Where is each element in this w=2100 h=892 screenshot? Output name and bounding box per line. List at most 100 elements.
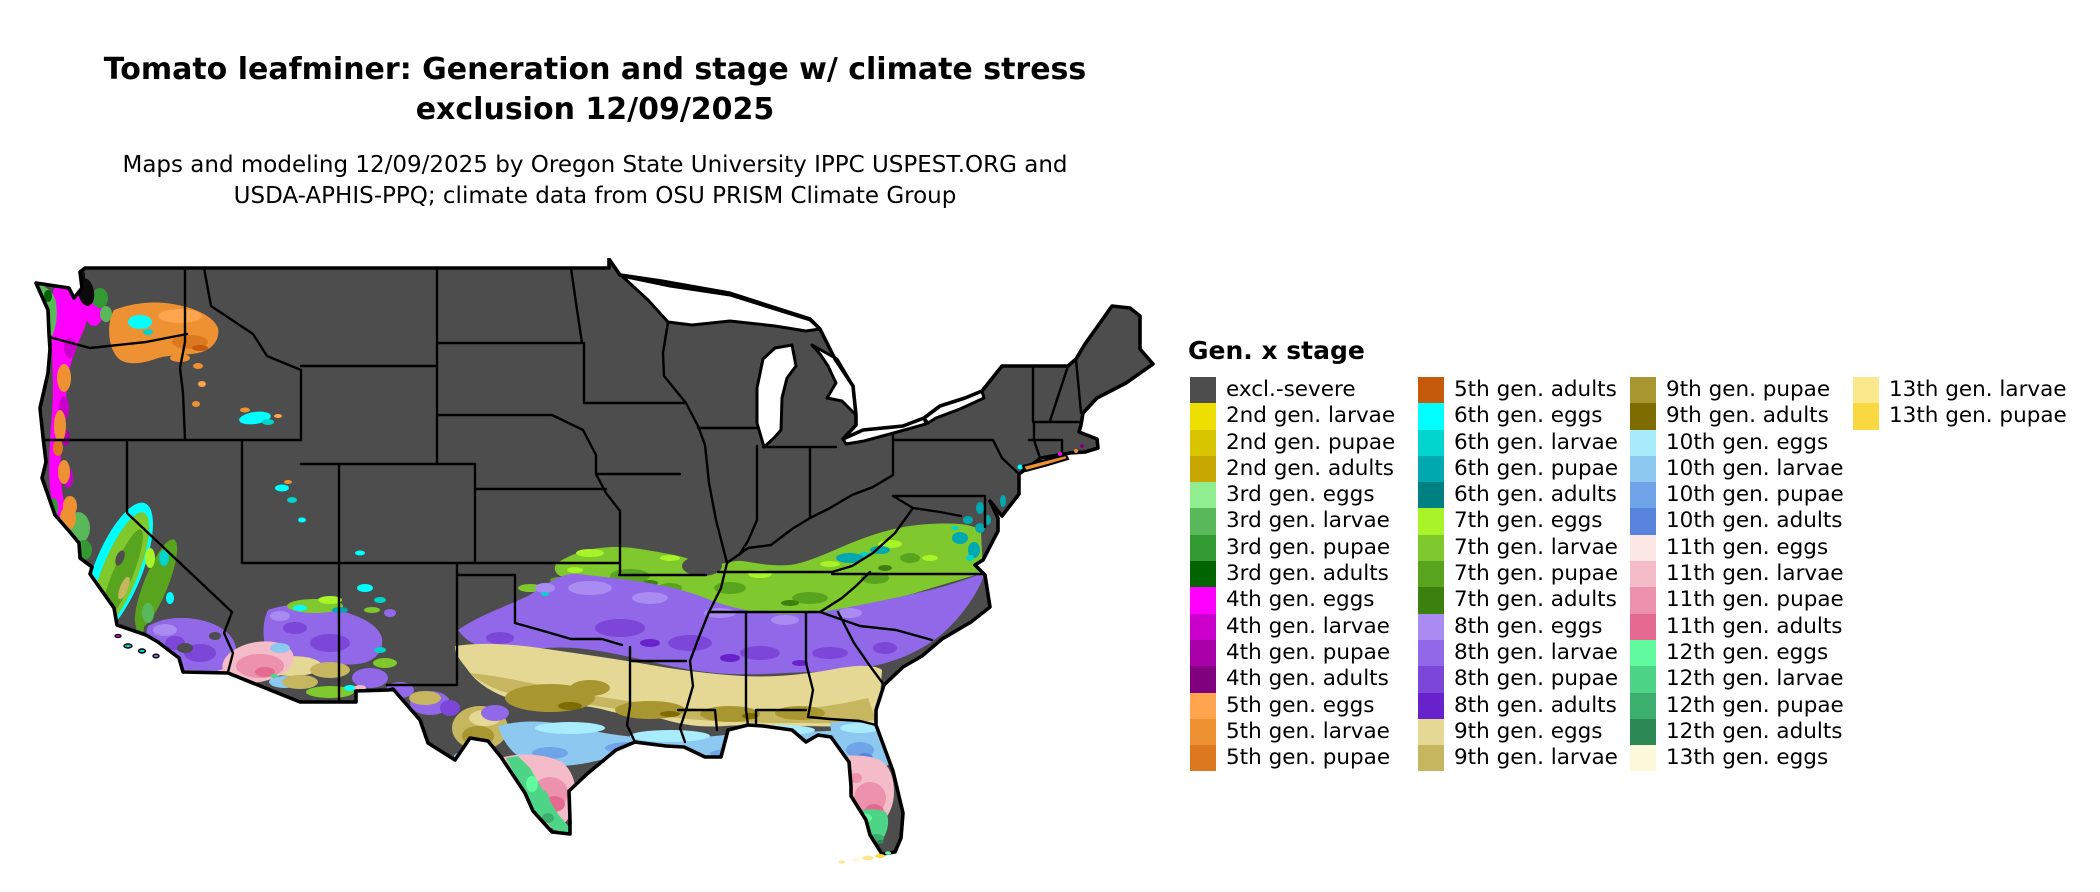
legend-column-3: 9th gen. pupae 9th gen. adults 10th gen. e… <box>1630 377 1844 772</box>
legend-swatch-g5-pupae <box>1190 745 1216 772</box>
florida-keys-gen13 <box>839 851 891 864</box>
legend-swatch-g6-pupae <box>1418 455 1444 483</box>
long-island-and-islands <box>114 444 1084 659</box>
legend-swatch-g5-adults <box>1418 377 1444 404</box>
legend-label: 11th gen. pupae <box>1666 587 1844 613</box>
legend-swatch-g3-adults <box>1190 561 1216 588</box>
legend-column-2: 5th gen. adults 6th gen. eggs 6th gen. lar… <box>1418 377 1619 772</box>
legend-label: 8th gen. adults <box>1454 692 1617 718</box>
legend-item-g7-larvae: 7th gen. larvae <box>1418 534 1618 562</box>
legend-title: Gen. x stage <box>1188 336 1365 365</box>
legend-swatch-g4-larvae <box>1190 613 1216 640</box>
legend-swatch-g2-adults <box>1190 455 1216 483</box>
legend-label: 9th gen. eggs <box>1454 718 1603 744</box>
legend-label: 4th gen. adults <box>1226 666 1389 692</box>
legend-item-g4-eggs: 4th gen. eggs <box>1190 587 1395 614</box>
legend-label: 10th gen. pupae <box>1666 482 1844 508</box>
legend-label: 10th gen. eggs <box>1666 429 1829 455</box>
legend-swatch-g8-larvae <box>1418 639 1444 667</box>
legend-label: 3rd gen. eggs <box>1226 482 1375 508</box>
legend-label: 5th gen. pupae <box>1226 745 1391 771</box>
legend-label: 8th gen. pupae <box>1454 666 1619 692</box>
legend-swatch-g3-eggs <box>1190 482 1216 509</box>
legend-label: 10th gen. larvae <box>1666 455 1844 481</box>
legend-swatch-g11-eggs <box>1630 534 1656 562</box>
legend-label: 13th gen. eggs <box>1666 745 1829 771</box>
lake-superior <box>620 274 822 333</box>
region-gen6-chesapeake <box>836 495 1006 563</box>
region-south-texas <box>500 754 576 833</box>
legend-swatch-g12-pupae <box>1630 692 1656 719</box>
legend-item-g8-adults: 8th gen. adults <box>1418 692 1618 719</box>
legend-label: 11th gen. eggs <box>1666 534 1829 560</box>
map-fill-layer <box>36 259 1153 854</box>
legend-label: 12th gen. adults <box>1666 718 1843 744</box>
legend-item-g11-pupae: 11th gen. pupae <box>1630 587 1844 614</box>
region-gen8-band <box>458 573 983 675</box>
legend-swatch-g3-pupae <box>1190 534 1216 562</box>
legend-item-g10-larvae: 10th gen. larvae <box>1630 455 1844 483</box>
legend-label: 13th gen. pupae <box>1889 403 2067 429</box>
legend-label: 4th gen. eggs <box>1226 587 1375 613</box>
legend-label: excl.-severe <box>1226 377 1356 402</box>
region-gen7-band <box>518 523 983 615</box>
legend-item-g12-larvae: 12th gen. larvae <box>1630 666 1844 693</box>
legend-swatch-g8-pupae <box>1418 666 1444 693</box>
legend-item-g3-adults: 3rd gen. adults <box>1190 561 1395 588</box>
legend-label: 11th gen. adults <box>1666 613 1843 639</box>
region-columbia-basin <box>109 302 219 407</box>
legend-column-1: excl.-severe 2nd gen. larvae 2nd gen. pupa… <box>1190 377 1395 772</box>
legend-label: 9th gen. larvae <box>1454 745 1618 771</box>
legend-swatch-g5-eggs <box>1190 692 1216 719</box>
region-florida-south <box>836 755 894 844</box>
legend-label: 8th gen. larvae <box>1454 639 1618 665</box>
legend-label: 3rd gen. adults <box>1226 561 1389 587</box>
map-subtitle-line1: Maps and modeling 12/09/2025 by Oregon S… <box>122 152 1068 178</box>
legend-swatch-g13-larvae <box>1853 377 1879 404</box>
legend-swatch-excl <box>1190 377 1216 404</box>
legend-swatch-g8-eggs <box>1418 613 1444 640</box>
legend-item-g8-pupae: 8th gen. pupae <box>1418 666 1619 693</box>
legend-item-g9-adults: 9th gen. adults <box>1630 403 1844 430</box>
legend-swatch-g7-larvae <box>1418 534 1444 562</box>
legend-label: 4th gen. pupae <box>1226 639 1391 665</box>
legend-swatch-g12-adults <box>1630 718 1656 746</box>
legend-swatch-g10-larvae <box>1630 455 1656 483</box>
legend-item-g10-eggs: 10th gen. eggs <box>1630 429 1844 456</box>
legend-label: 3rd gen. larvae <box>1226 508 1390 534</box>
legend-swatch-g5-larvae <box>1190 718 1216 746</box>
legend-swatch-g11-adults <box>1630 613 1656 640</box>
legend-item-g3-eggs: 3rd gen. eggs <box>1190 482 1395 509</box>
legend-label: 9th gen. adults <box>1666 403 1829 429</box>
legend-label: 12th gen. larvae <box>1666 666 1844 692</box>
legend-swatch-g12-eggs <box>1630 639 1656 667</box>
map-title: Tomato leafminer: Generation and stage w… <box>0 50 1190 130</box>
legend-label: 6th gen. pupae <box>1454 455 1619 481</box>
legend-swatch-g11-pupae <box>1630 587 1656 614</box>
legend-swatch-g8-adults <box>1418 692 1444 719</box>
legend-label: 3rd gen. pupae <box>1226 534 1391 560</box>
legend-item-g11-larvae: 11th gen. larvae <box>1630 561 1844 588</box>
legend-swatch-g4-pupae <box>1190 639 1216 667</box>
legend-label: 4th gen. larvae <box>1226 613 1390 639</box>
legend-swatch-g13-eggs <box>1630 745 1656 772</box>
legend-item-g12-pupae: 12th gen. pupae <box>1630 692 1844 719</box>
legend-label: 9th gen. pupae <box>1666 377 1831 402</box>
region-arizona-newmexico <box>222 584 441 705</box>
legend-swatch-g12-larvae <box>1630 666 1656 693</box>
legend-swatch-g10-eggs <box>1630 429 1656 456</box>
legend-item-g6-larvae: 6th gen. larvae <box>1418 429 1618 456</box>
legend-item-g6-pupae: 6th gen. pupae <box>1418 455 1619 483</box>
legend-item-g9-eggs: 9th gen. eggs <box>1418 718 1618 746</box>
legend-item-g11-adults: 11th gen. adults <box>1630 613 1844 640</box>
legend-item-g2-pupae: 2nd gen. pupae <box>1190 429 1395 456</box>
legend-item-g4-adults: 4th gen. adults <box>1190 666 1395 693</box>
legend-item-g5-larvae: 5th gen. larvae <box>1190 718 1395 746</box>
legend-item-g5-adults: 5th gen. adults <box>1418 377 1618 404</box>
us-outline <box>34 257 1155 856</box>
lake-michigan <box>755 343 798 449</box>
legend-swatch-g7-eggs <box>1418 508 1444 535</box>
legend-item-g7-adults: 7th gen. adults <box>1418 587 1618 614</box>
map-svg <box>34 257 1155 864</box>
legend-item-g4-pupae: 4th gen. pupae <box>1190 639 1395 667</box>
